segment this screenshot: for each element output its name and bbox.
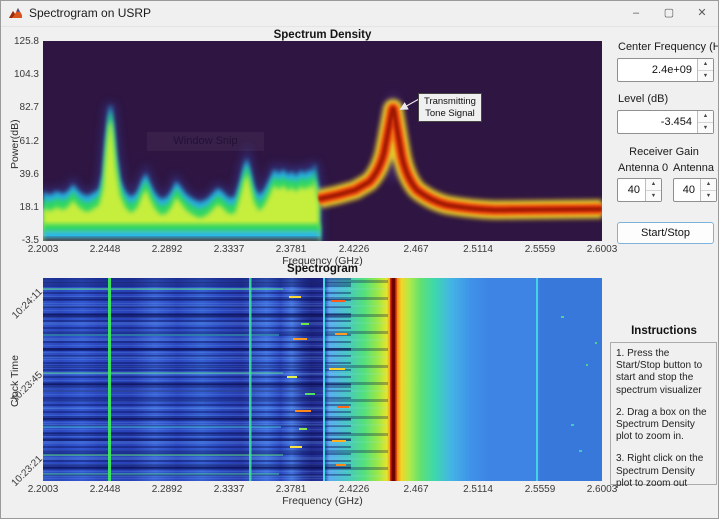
top-xtick: 2.2448 (89, 244, 121, 255)
tone-line-core (391, 278, 395, 481)
noise-band-yellow (43, 120, 319, 241)
bottom-xtick: 2.467 (403, 484, 429, 495)
spinner-up-icon[interactable]: ▲ (646, 179, 661, 191)
top-xtick: 2.4226 (338, 244, 370, 255)
top-xtick: 2.5114 (463, 244, 493, 255)
bottom-xtick: 2.2448 (89, 484, 121, 495)
instruction-step-1: 1. Press the Start/Stop button to start … (616, 348, 703, 396)
spinner-down-icon[interactable]: ▼ (698, 122, 713, 133)
spinner-up-icon[interactable]: ▲ (701, 179, 716, 191)
top-ytick: 125.8 (13, 36, 39, 47)
tone-line-edge-l (390, 278, 392, 481)
narrowband-line-3 (323, 278, 325, 481)
bottom-xtick: 2.2892 (151, 484, 183, 495)
bottom-xtick: 2.6003 (586, 484, 618, 495)
spinner-up-icon[interactable]: ▲ (698, 111, 713, 123)
center-frequency-spinner[interactable]: 2.4e+09 ▲ ▼ (617, 58, 714, 82)
bottom-xtick: 2.2003 (27, 484, 59, 495)
top-xtick: 2.5559 (524, 244, 556, 255)
spinner-down-icon[interactable]: ▼ (701, 190, 716, 201)
spectrum-density-plot[interactable] (43, 41, 602, 241)
top-ytick: 104.3 (13, 69, 39, 80)
tone-annotation-line2: Tone Signal (425, 107, 475, 119)
top-xtick: 2.2003 (27, 244, 59, 255)
bottom-xtick: 2.3781 (275, 484, 307, 495)
spinner-up-icon[interactable]: ▲ (698, 59, 713, 71)
narrowband-line-1 (108, 278, 111, 481)
level-value[interactable]: -3.454 (660, 116, 692, 128)
matlab-icon (9, 8, 22, 18)
noise-band-lower-green (43, 224, 320, 233)
top-xtick: 2.3781 (275, 244, 307, 255)
center-frequency-value[interactable]: 2.4e+09 (651, 64, 692, 76)
top-ytick: 18.1 (19, 202, 39, 213)
clock-tick: 10:24:11 (10, 286, 45, 322)
bright-rows (43, 288, 283, 475)
spectrogram-title: Spectrogram (287, 263, 358, 275)
antenna1-gain-value[interactable]: 40 (682, 184, 695, 196)
instruction-step-3: 3. Right click on the Spectrum Density p… (616, 453, 704, 489)
close-button[interactable]: ✕ (697, 7, 707, 19)
right-specks (561, 316, 597, 452)
top-ytick: 82.7 (19, 102, 39, 113)
bottom-xtick: 2.4226 (338, 484, 370, 495)
receiver-gain-label: Receiver Gain (629, 146, 699, 158)
instructions-title: Instructions (631, 325, 697, 337)
start-stop-button[interactable]: Start/Stop (617, 222, 714, 244)
antenna0-gain-spinner[interactable]: 40 ▲ ▼ (617, 178, 662, 202)
tone-annotation-line1: Transmitting (424, 96, 476, 107)
dark-rows (43, 282, 351, 468)
spinner-down-icon[interactable]: ▼ (698, 70, 713, 81)
top-xtick: 2.3337 (213, 244, 245, 255)
narrowband-line-2 (249, 278, 252, 481)
bottom-frequency-axis-label: Frequency (GHz) (282, 495, 363, 507)
window-title: Spectrogram on USRP (29, 6, 152, 20)
top-frequency-axis-label: Frequency (GHz) (282, 255, 363, 267)
speckle-dashes (287, 296, 349, 466)
minimize-button[interactable]: – (632, 7, 640, 19)
window-snip-ghost: Window Snip (147, 132, 264, 151)
top-xtick: 2.2892 (151, 244, 183, 255)
antenna1-label: Antenna 1 (673, 162, 719, 174)
antenna1-gain-spinner[interactable]: 40 ▲ ▼ (673, 178, 717, 202)
tone-annotation: Transmitting Tone Signal (418, 93, 482, 123)
noise-texture-b (43, 278, 388, 481)
spinner-down-icon[interactable]: ▼ (646, 190, 661, 201)
narrowband-line-4 (536, 278, 538, 481)
bottom-xtick: 2.5114 (463, 484, 493, 495)
top-ytick: 61.2 (19, 136, 39, 147)
level-spinner[interactable]: -3.454 ▲ ▼ (617, 110, 714, 134)
spectrum-density-title: Spectrum Density (273, 29, 372, 41)
top-xtick: 2.6003 (586, 244, 618, 255)
bottom-xtick: 2.5559 (524, 484, 556, 495)
tone-line-edge-r (395, 278, 397, 481)
top-xtick: 2.467 (403, 244, 429, 255)
instruction-step-2: 2. Drag a box on the Spectrum Density pl… (616, 406, 707, 443)
annotation-arrow (399, 98, 420, 110)
top-ytick: 39.6 (19, 169, 39, 180)
signal-band-core (318, 106, 602, 212)
noise-band-fade (43, 238, 320, 241)
antenna0-label: Antenna 0 (618, 162, 669, 174)
spectrogram-plot[interactable] (43, 278, 602, 481)
clock-tick: 10:23:45 (9, 369, 45, 405)
top-ytick: -3.5 (21, 235, 39, 246)
noise-band-lower-cyan (43, 231, 320, 240)
instructions-box: 1. Press the Start/Stop button to start … (610, 342, 717, 489)
level-label: Level (dB) (618, 93, 669, 105)
bottom-xtick: 2.3337 (213, 484, 245, 495)
antenna0-gain-value[interactable]: 40 (627, 184, 640, 196)
center-frequency-label: Center Frequency (Hz) (618, 41, 719, 53)
maximize-button[interactable]: ▢ (663, 7, 675, 19)
title-bar: Spectrogram on USRP – ▢ ✕ (1, 1, 718, 27)
